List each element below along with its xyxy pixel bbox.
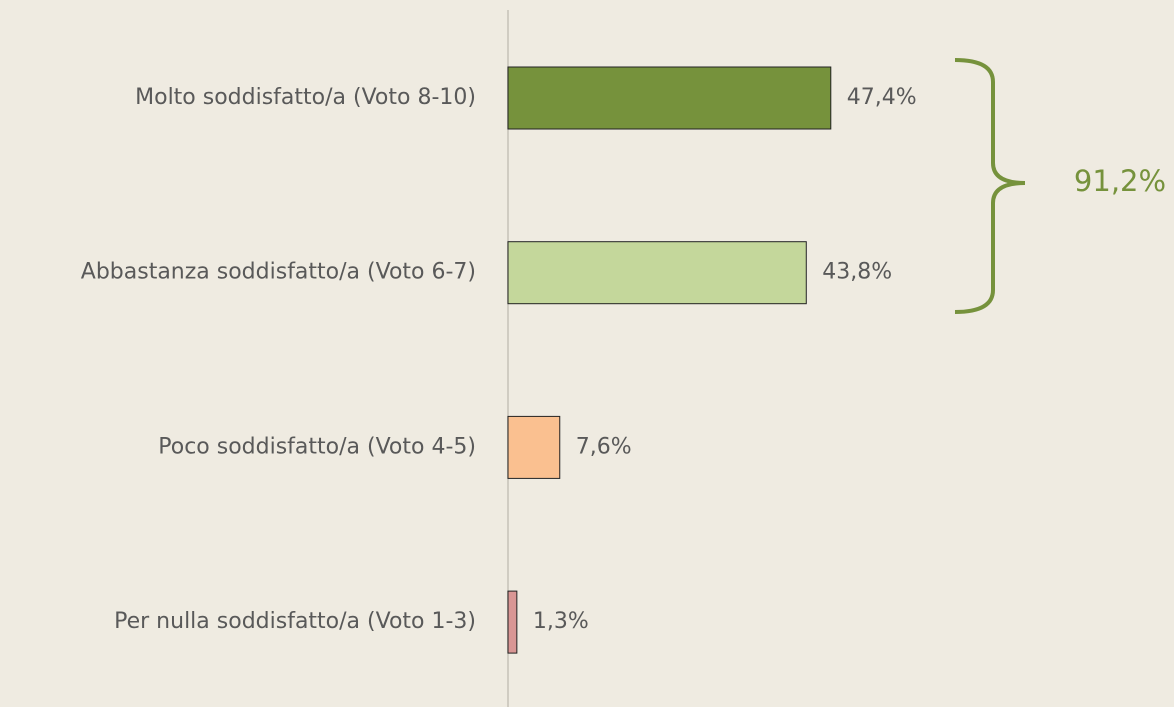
brace	[954, 58, 1026, 314]
bar	[507, 241, 807, 305]
bar	[507, 590, 518, 654]
value-label: 7,6%	[576, 434, 632, 459]
value-label: 47,4%	[847, 85, 917, 110]
value-label: 43,8%	[822, 260, 892, 285]
category-label: Per nulla soddisfatto/a (Voto 1-3)	[114, 609, 476, 634]
category-label: Poco soddisfatto/a (Voto 4-5)	[158, 434, 476, 459]
annotation: 91,2%	[1074, 164, 1166, 198]
value-label: 1,3%	[533, 609, 589, 634]
bar	[507, 415, 561, 479]
category-label: Abbastanza soddisfatto/a (Voto 6-7)	[81, 260, 476, 285]
bar	[507, 66, 832, 130]
category-label: Molto soddisfatto/a (Voto 8-10)	[135, 85, 476, 110]
